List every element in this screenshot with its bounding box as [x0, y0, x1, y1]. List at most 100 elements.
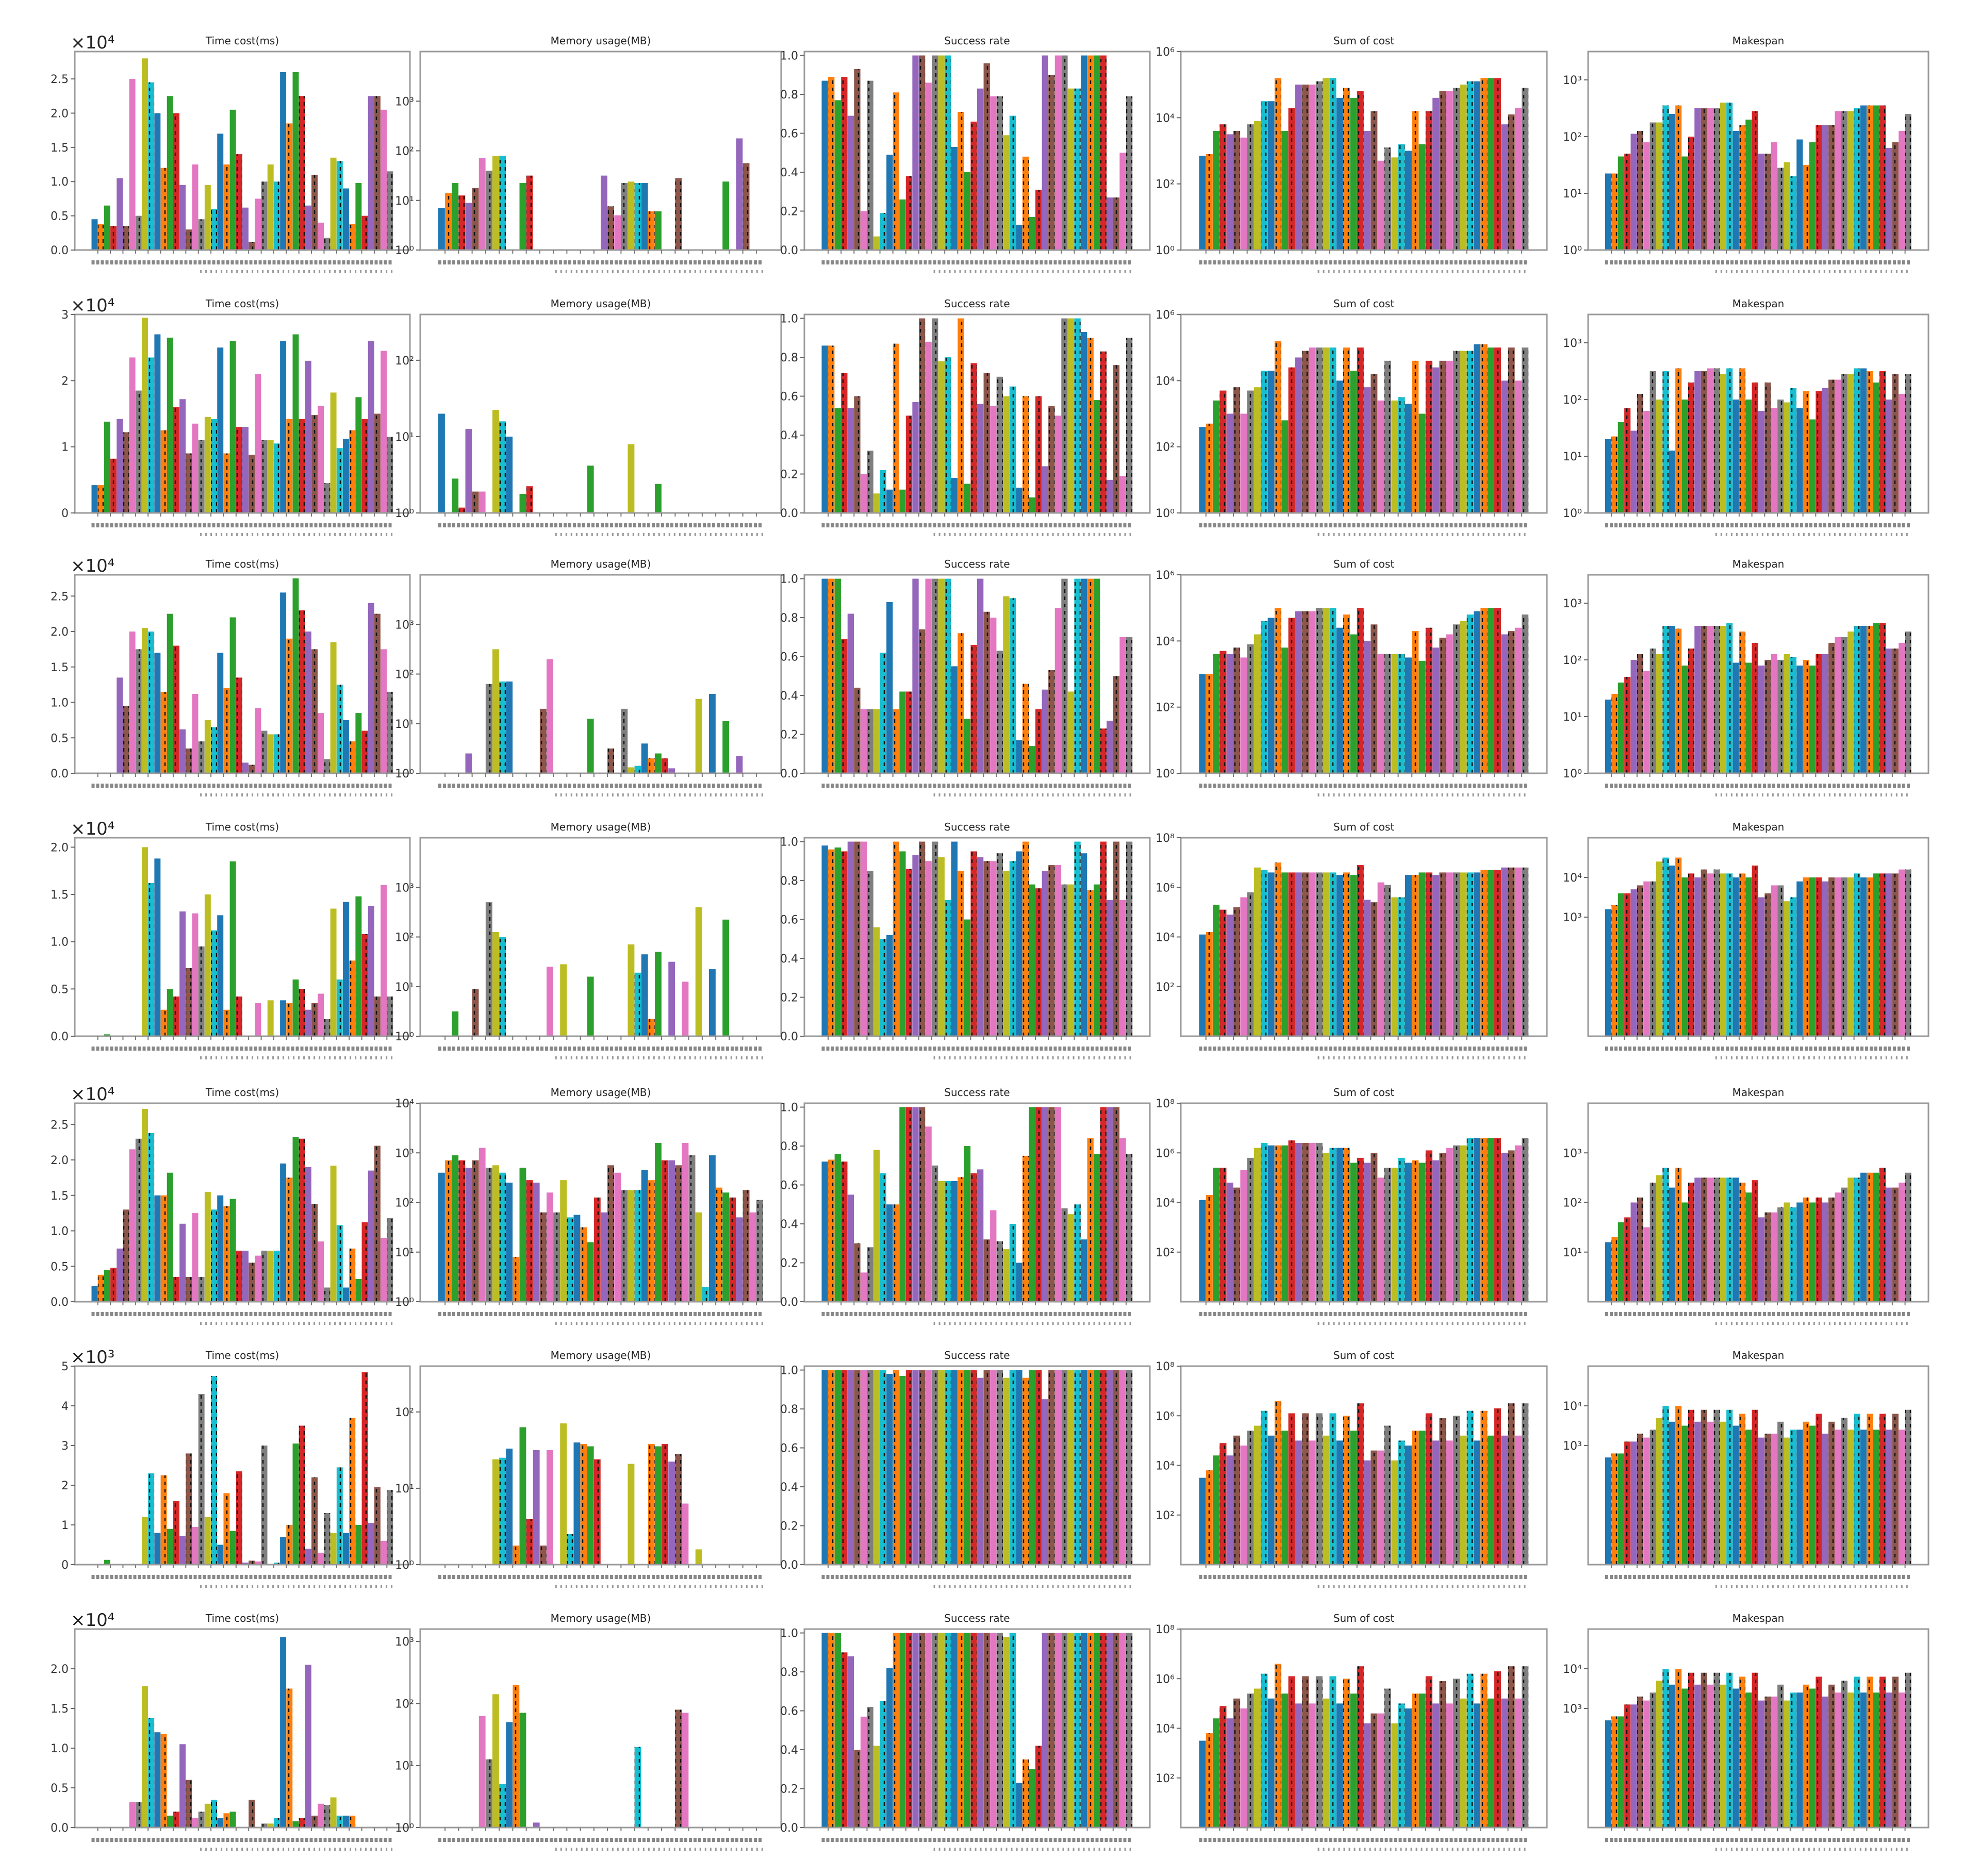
- bar: [1453, 872, 1460, 1036]
- bar: [1081, 331, 1087, 513]
- y-tick-label: 10⁰: [1563, 507, 1582, 520]
- bar: [880, 470, 886, 513]
- y-tick-label: 10¹: [395, 1483, 414, 1496]
- axes-frame: [74, 1365, 411, 1566]
- bar: [1879, 873, 1886, 1036]
- bar: [1267, 618, 1275, 773]
- bar: [893, 92, 899, 250]
- bar: [104, 421, 110, 513]
- subplot-title: Sum of cost: [1333, 297, 1394, 310]
- bar: [465, 429, 472, 513]
- bar: [1662, 1168, 1669, 1302]
- bar: [983, 373, 990, 513]
- axes-frame: [1180, 574, 1548, 774]
- bar: [834, 100, 841, 251]
- bar: [553, 1212, 560, 1302]
- bar: [990, 1633, 997, 1828]
- bar: [1219, 390, 1227, 513]
- bar: [292, 334, 299, 513]
- bar: [135, 649, 142, 773]
- bar: [1016, 851, 1022, 1036]
- bar: [1048, 1633, 1055, 1828]
- bar: [1745, 877, 1752, 1036]
- y-tick-label: 0.6: [780, 914, 798, 927]
- bar: [925, 861, 932, 1036]
- bar: [1113, 197, 1120, 250]
- bar: [970, 363, 977, 513]
- bar: [173, 113, 179, 250]
- bar: [513, 1685, 520, 1828]
- bar: [1029, 217, 1035, 250]
- bar: [1087, 338, 1094, 513]
- bar: [1107, 721, 1113, 773]
- bar: [1412, 1160, 1419, 1302]
- subplot-title: Success rate: [944, 1086, 1010, 1099]
- bar: [355, 1279, 362, 1302]
- bar: [1343, 615, 1350, 773]
- bar: [945, 1370, 951, 1565]
- bar: [1803, 660, 1809, 773]
- bar: [330, 392, 337, 513]
- bar: [1828, 643, 1835, 773]
- bar: [204, 417, 211, 513]
- bar: [945, 55, 951, 251]
- bar: [217, 915, 224, 1036]
- bar: [983, 1370, 990, 1565]
- bar: [951, 1633, 958, 1828]
- bar: [236, 1471, 242, 1565]
- bar: [1074, 1370, 1081, 1565]
- bar: [1371, 902, 1378, 1036]
- y-tick-label: 10⁰: [395, 1031, 414, 1043]
- bar: [1042, 1633, 1048, 1828]
- y-tick-label: 10⁰: [395, 1559, 414, 1572]
- bar: [1694, 1177, 1701, 1302]
- subplot-title: Sum of cost: [1333, 558, 1394, 570]
- bar: [1847, 374, 1854, 513]
- bar: [1630, 889, 1637, 1036]
- bar: [990, 1210, 997, 1302]
- bar: [951, 1181, 958, 1302]
- bar: [1009, 1370, 1016, 1565]
- axis-multiplier: ×10⁴: [71, 556, 114, 576]
- subplot-r6-memory-usage-mb: Memory usage(MB) 10⁰ 10¹ 10²: [358, 1330, 791, 1613]
- bar: [142, 1686, 148, 1828]
- bar: [893, 841, 899, 1036]
- y-tick-label: 0.0: [780, 1559, 798, 1572]
- bar: [311, 415, 318, 513]
- bar: [273, 443, 280, 513]
- y-tick-label: 10⁰: [1563, 244, 1582, 257]
- subplot-title: Makespan: [1732, 558, 1785, 570]
- bar: [1425, 1150, 1432, 1302]
- bar: [299, 989, 305, 1036]
- bar: [1707, 873, 1714, 1036]
- bar: [834, 1370, 841, 1565]
- bar: [223, 164, 230, 250]
- bar: [964, 1146, 971, 1302]
- bar: [1494, 1408, 1501, 1565]
- bar: [192, 1213, 199, 1302]
- bar: [1213, 1455, 1220, 1565]
- bar: [1094, 1154, 1100, 1302]
- bar: [1466, 81, 1474, 250]
- bar: [299, 610, 305, 773]
- bar: [1860, 1692, 1867, 1828]
- bar: [1707, 1177, 1714, 1302]
- bar: [1323, 347, 1330, 513]
- bar: [1240, 413, 1247, 513]
- bar: [990, 1370, 997, 1565]
- bar: [229, 341, 236, 513]
- bar: [886, 935, 893, 1036]
- bar: [1860, 877, 1867, 1036]
- bar: [1100, 1633, 1107, 1828]
- bar: [1605, 1457, 1612, 1565]
- bar: [499, 681, 506, 773]
- bar: [1752, 1409, 1758, 1565]
- bar: [1758, 154, 1765, 250]
- bar: [1288, 1676, 1295, 1828]
- bar: [1771, 1696, 1777, 1828]
- y-tick-label: 0: [61, 507, 69, 520]
- bar: [821, 1633, 828, 1828]
- bar: [1261, 1673, 1268, 1828]
- bar: [1624, 1704, 1631, 1828]
- bar: [1247, 1157, 1254, 1302]
